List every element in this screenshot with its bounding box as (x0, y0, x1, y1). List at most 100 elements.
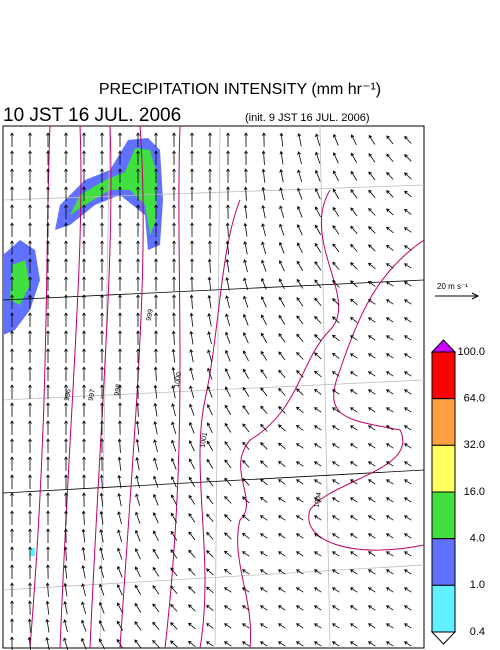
wind-vector (188, 567, 196, 576)
wind-vector (118, 258, 122, 273)
wind-vector (170, 640, 178, 648)
wind-vector (242, 405, 250, 415)
wind-vector (64, 348, 68, 363)
wind-vector (188, 622, 196, 630)
wind-vector (118, 384, 122, 399)
wind-vector (259, 641, 268, 647)
wind-vector (152, 603, 160, 613)
wind-vector (313, 479, 322, 485)
wind-vector (100, 204, 104, 219)
wind-vector (136, 150, 140, 165)
wind-vector (207, 294, 212, 309)
wind-vector (331, 389, 340, 395)
wind-vector (188, 494, 196, 505)
wind-vector (116, 602, 123, 614)
wind-vector (28, 168, 32, 183)
wind-vector (170, 567, 178, 577)
wind-vector (314, 242, 322, 253)
wind-vector (206, 495, 214, 505)
wind-vector (259, 533, 268, 539)
wind-vector (10, 582, 14, 597)
wind-vector (28, 348, 32, 363)
wind-vector (205, 641, 214, 647)
wind-vector (153, 439, 158, 453)
wind-vector (385, 371, 394, 377)
wind-vector (152, 493, 159, 506)
wind-vector (46, 420, 50, 435)
wind-vector (260, 296, 267, 308)
wind-vector (154, 312, 158, 327)
wind-vector (10, 600, 14, 615)
wind-vector (116, 638, 124, 649)
wind-vector (224, 459, 232, 469)
wind-vector (277, 515, 286, 521)
valid-time: 10 JST 16 JUL. 2006 (3, 105, 181, 126)
wind-vector (118, 348, 122, 363)
wind-vector (99, 565, 105, 578)
wind-vector (350, 262, 358, 270)
colorbar-over (430, 339, 457, 353)
wind-vector (154, 204, 158, 219)
wind-vector (170, 457, 177, 470)
wind-vector (135, 475, 140, 489)
contour (199, 199, 241, 649)
wind-vector (241, 569, 250, 575)
wind-vector (314, 188, 321, 200)
wind-vector (207, 349, 213, 362)
wind-vector (64, 312, 68, 327)
wind-vector (385, 263, 394, 269)
wind-vector (171, 348, 176, 363)
wind-vector (331, 461, 340, 467)
wind-vector (134, 584, 142, 595)
wind-vector (349, 605, 358, 611)
wind-vector (190, 276, 194, 291)
wind-vector (100, 456, 104, 471)
wind-vector (278, 333, 286, 343)
wind-vector (82, 150, 86, 165)
wind-vector (277, 479, 286, 485)
wind-vector (350, 280, 358, 288)
wind-vector (46, 132, 50, 147)
wind-vector (64, 150, 68, 165)
wind-vector (172, 294, 176, 309)
wind-vector (208, 186, 212, 201)
wind-vector (171, 366, 176, 381)
wind-vector (242, 496, 250, 504)
wind-vector (152, 621, 160, 631)
wind-vector (404, 208, 412, 215)
wind-vector (153, 457, 159, 470)
wind-vector (136, 204, 140, 219)
wind-vector (243, 240, 248, 255)
wind-vector (46, 258, 50, 273)
wind-vector (403, 641, 412, 647)
wind-vector (224, 514, 232, 522)
wind-vector (118, 294, 122, 309)
wind-vector (117, 529, 123, 542)
wind-vector (46, 330, 50, 345)
wind-vector (314, 370, 322, 378)
wind-vector (295, 515, 304, 521)
wind-vector (242, 368, 250, 379)
wind-vector (243, 222, 248, 237)
wind-vector (223, 587, 232, 593)
wind-vector (385, 299, 394, 305)
contour (164, 125, 181, 649)
colorbar-label: 1.0 (470, 579, 485, 591)
wind-vector (278, 387, 286, 396)
wind-vector (244, 168, 248, 183)
wind-vector (10, 636, 14, 650)
wind-vector (172, 204, 176, 219)
wind-vector (297, 187, 303, 200)
wind-vector (28, 258, 32, 273)
wind-vector (332, 225, 340, 235)
wind-vector (170, 549, 178, 559)
wind-vector (118, 420, 122, 435)
wind-vector (367, 389, 376, 395)
wind-vector (172, 222, 176, 237)
wind-vector (349, 641, 358, 647)
wind-vector (117, 438, 122, 453)
wind-vector (64, 204, 68, 219)
wind-vector (368, 171, 376, 181)
wind-vector (403, 245, 412, 251)
wind-vector (208, 168, 212, 183)
